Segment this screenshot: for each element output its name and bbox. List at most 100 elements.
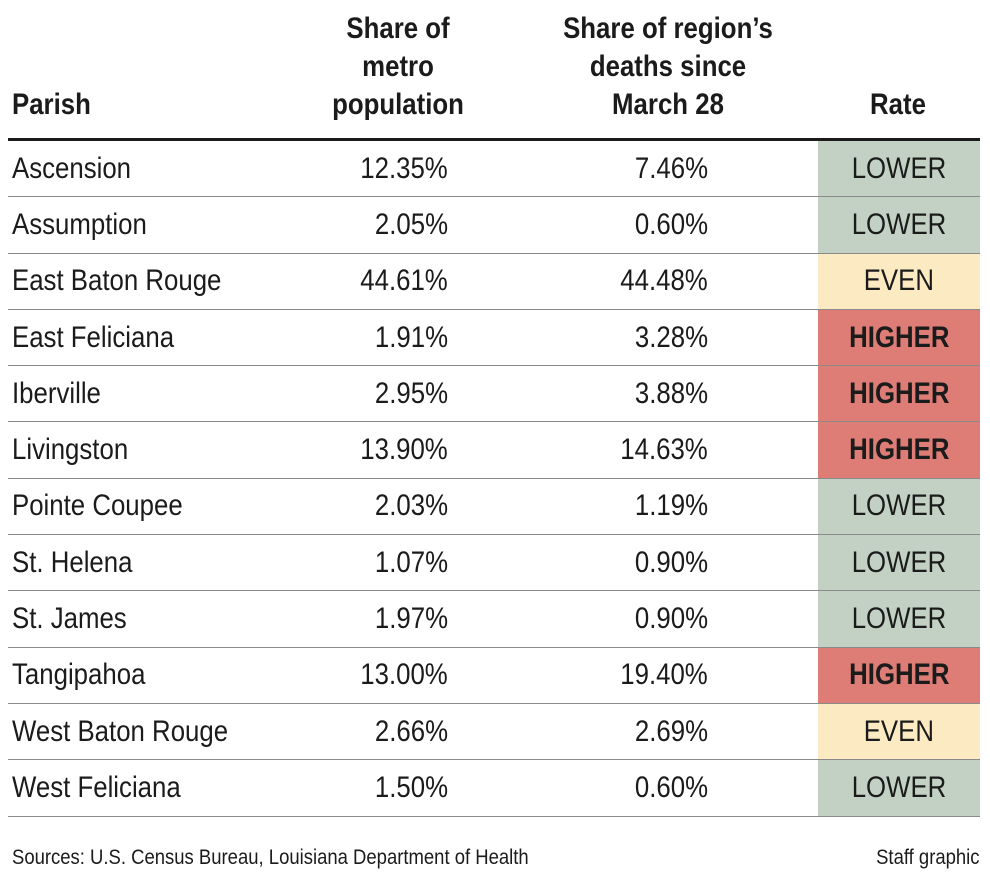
parish-cell-text: Iberville bbox=[12, 376, 101, 410]
population-share-cell: 1.91% bbox=[308, 310, 448, 365]
deaths-share-cell-text: 19.40% bbox=[620, 658, 708, 692]
deaths-share-cell-text: 0.90% bbox=[634, 602, 708, 636]
rate-cell: LOWER bbox=[818, 591, 980, 647]
header-rate: Rate bbox=[870, 88, 926, 121]
header-population-line: Share of bbox=[346, 12, 450, 45]
parish-cell-text: St. Helena bbox=[12, 545, 133, 579]
population-share-cell: 1.97% bbox=[308, 591, 448, 646]
population-share-cell: 13.90% bbox=[308, 422, 448, 477]
population-share-cell-text: 12.35% bbox=[360, 151, 448, 185]
deaths-share-cell: 7.46% bbox=[568, 141, 708, 196]
rate-cell-text: HIGHER bbox=[848, 658, 950, 692]
rate-cell-text: LOWER bbox=[851, 545, 947, 579]
population-share-cell-text: 1.91% bbox=[374, 320, 448, 354]
parish-cell-text: Pointe Coupee bbox=[12, 489, 183, 523]
parish-cell: Livingston bbox=[12, 422, 147, 477]
rate-cell-text: EVEN bbox=[863, 264, 935, 298]
parish-cell: Pointe Coupee bbox=[12, 479, 211, 534]
rate-cell: LOWER bbox=[818, 535, 980, 591]
rate-cell-text: HIGHER bbox=[848, 320, 950, 354]
deaths-share-cell-text: 1.19% bbox=[634, 489, 708, 523]
parish-cell-text: West Feliciana bbox=[12, 770, 181, 804]
population-share-cell: 12.35% bbox=[308, 141, 448, 196]
population-share-cell-text: 13.90% bbox=[360, 433, 448, 467]
header-deaths: Share of region’s deaths since March 28 bbox=[548, 10, 789, 124]
table-row: Ascension 12.35% 7.46% LOWER bbox=[8, 141, 980, 198]
deaths-share-cell: 0.90% bbox=[568, 591, 708, 646]
parish-cell: St. James bbox=[12, 591, 145, 646]
parish-cell: St. Helena bbox=[12, 535, 152, 590]
parish-cell: West Feliciana bbox=[12, 760, 208, 815]
deaths-share-cell-text: 7.46% bbox=[634, 151, 708, 185]
deaths-share-cell: 1.19% bbox=[568, 479, 708, 534]
rate-cell-text: HIGHER bbox=[848, 376, 950, 410]
table-row: Iberville 2.95% 3.88% HIGHER bbox=[8, 366, 980, 423]
deaths-share-cell: 0.60% bbox=[568, 197, 708, 252]
deaths-share-cell: 19.40% bbox=[568, 648, 708, 703]
population-share-cell: 1.07% bbox=[308, 535, 448, 590]
header-deaths-line: March 28 bbox=[612, 88, 724, 121]
parish-cell-text: East Feliciana bbox=[12, 320, 175, 354]
population-share-cell-text: 1.97% bbox=[374, 602, 448, 636]
table-body: Ascension 12.35% 7.46% LOWER Assumption 2.05%… bbox=[8, 141, 980, 817]
population-share-cell-text: 2.95% bbox=[374, 376, 448, 410]
rate-cell: LOWER bbox=[818, 197, 980, 253]
header-population: Share of metro population bbox=[321, 10, 476, 124]
parish-table: Parish Share of metro population Share o… bbox=[8, 0, 980, 817]
rate-cell-text: LOWER bbox=[851, 489, 947, 523]
deaths-share-cell-text: 0.90% bbox=[634, 545, 708, 579]
header-population-line: metro bbox=[362, 50, 434, 83]
deaths-share-cell: 0.60% bbox=[568, 760, 708, 815]
population-share-cell-text: 44.61% bbox=[360, 264, 448, 298]
population-share-cell-text: 2.03% bbox=[374, 489, 448, 523]
table-row: East Feliciana 1.91% 3.28% HIGHER bbox=[8, 309, 980, 367]
deaths-share-cell-text: 3.88% bbox=[634, 376, 708, 410]
rate-cell: HIGHER bbox=[818, 366, 980, 422]
rate-cell-text: LOWER bbox=[851, 207, 947, 241]
parish-cell: Tangipahoa bbox=[12, 648, 167, 703]
table-row: West Baton Rouge 2.66% 2.69% EVEN bbox=[8, 703, 980, 761]
table-row: Tangipahoa 13.00% 19.40% HIGHER bbox=[8, 647, 980, 704]
rate-cell: LOWER bbox=[818, 141, 980, 197]
parish-cell: Assumption bbox=[12, 197, 169, 252]
sources-note: Sources: U.S. Census Bureau, Louisiana D… bbox=[12, 846, 529, 869]
parish-cell-text: St. James bbox=[12, 602, 127, 636]
table-header: Parish Share of metro population Share o… bbox=[8, 0, 980, 141]
rate-cell: LOWER bbox=[818, 760, 980, 816]
population-share-cell-text: 13.00% bbox=[360, 658, 448, 692]
header-population-line: population bbox=[332, 88, 464, 121]
deaths-share-cell-text: 14.63% bbox=[620, 433, 708, 467]
parish-cell-text: Tangipahoa bbox=[12, 658, 146, 692]
population-share-cell-text: 1.07% bbox=[374, 545, 448, 579]
deaths-share-cell-text: 0.60% bbox=[634, 207, 708, 241]
rate-cell: HIGHER bbox=[818, 647, 980, 703]
parish-cell: West Baton Rouge bbox=[12, 704, 263, 759]
rate-cell-text: EVEN bbox=[863, 714, 935, 748]
table-row: St. Helena 1.07% 0.90% LOWER bbox=[8, 535, 980, 592]
parish-cell-text: Assumption bbox=[12, 207, 147, 241]
table-row: West Feliciana 1.50% 0.60% LOWER bbox=[8, 760, 980, 817]
rate-cell-text: LOWER bbox=[851, 602, 947, 636]
population-share-cell: 44.61% bbox=[308, 254, 448, 309]
deaths-share-cell: 3.88% bbox=[568, 366, 708, 421]
parish-cell-text: Livingston bbox=[12, 433, 129, 467]
population-share-cell: 2.05% bbox=[308, 197, 448, 252]
parish-cell: Iberville bbox=[12, 366, 115, 421]
deaths-share-cell: 14.63% bbox=[568, 422, 708, 477]
rate-cell-text: HIGHER bbox=[848, 433, 950, 467]
table-row: Pointe Coupee 2.03% 1.19% LOWER bbox=[8, 478, 980, 536]
deaths-share-cell: 44.48% bbox=[568, 254, 708, 309]
rate-cell: HIGHER bbox=[818, 309, 980, 366]
deaths-share-cell: 2.69% bbox=[568, 704, 708, 759]
deaths-share-cell-text: 3.28% bbox=[634, 320, 708, 354]
parish-cell-text: West Baton Rouge bbox=[12, 714, 229, 748]
table-row: Livingston 13.90% 14.63% HIGHER bbox=[8, 422, 980, 479]
population-share-cell-text: 2.05% bbox=[374, 207, 448, 241]
population-share-cell-text: 2.66% bbox=[374, 714, 448, 748]
parish-cell-text: East Baton Rouge bbox=[12, 264, 222, 298]
header-deaths-line: Share of region’s bbox=[563, 12, 773, 45]
population-share-cell: 1.50% bbox=[308, 760, 448, 815]
deaths-share-cell-text: 0.60% bbox=[634, 770, 708, 804]
table-row: St. James 1.97% 0.90% LOWER bbox=[8, 591, 980, 648]
parish-cell: East Baton Rouge bbox=[12, 254, 256, 309]
